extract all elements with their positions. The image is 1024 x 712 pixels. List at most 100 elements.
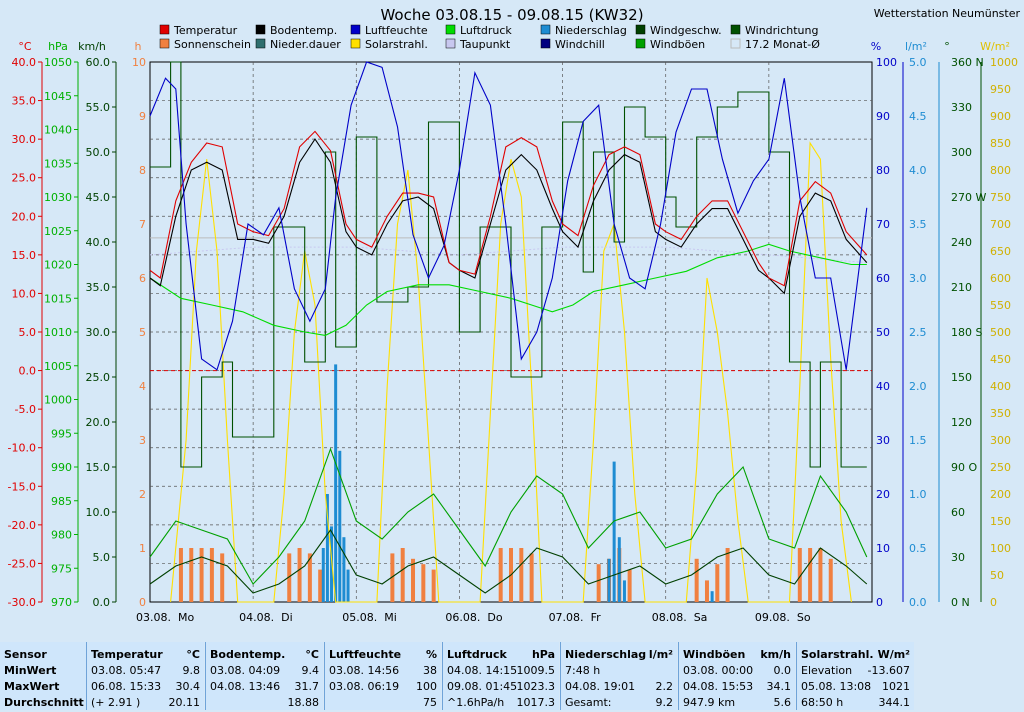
stats-cell-label: 03.08. 00:00 bbox=[683, 664, 754, 677]
solar-tick-label: 900 bbox=[990, 110, 1011, 123]
humidity-tick-label: 70 bbox=[876, 218, 890, 231]
stats-cell-label: Solarstrahl. bbox=[801, 648, 874, 661]
legend-swatch bbox=[730, 24, 741, 35]
axis-unit: l/m² bbox=[905, 40, 927, 53]
hours-tick-label: 3 bbox=[139, 434, 146, 447]
stats-column: Windböen km/h 03.08. 00:00 0.0 04.08. 15:53 3… bbox=[678, 642, 795, 710]
pressure-tick-label: 995 bbox=[51, 427, 72, 440]
axes: °C hPa km/h h% l/m² ° W/m²40.035.030.025.020.0… bbox=[8, 40, 1018, 609]
x-weekday-label: Do bbox=[487, 611, 502, 624]
stats-cell: ^1.6hPa/h 1017.3 bbox=[447, 696, 555, 712]
sunshine-bar bbox=[627, 569, 632, 602]
temp-tick-label: 25.0 bbox=[12, 172, 37, 185]
hours-tick-label: 9 bbox=[139, 110, 146, 123]
stats-cell-label: 03.08. 06:19 bbox=[329, 680, 400, 693]
sunshine-bar bbox=[818, 548, 823, 602]
stats-cell-value: 30.4 bbox=[175, 680, 201, 693]
stats-cell: 04.08. 19:01 2.2 bbox=[565, 680, 673, 696]
solar-tick-label: 1000 bbox=[990, 56, 1018, 69]
humidity-tick-label: 60 bbox=[876, 272, 890, 285]
x-day-label: 06.08. bbox=[445, 611, 480, 624]
rain-tick-label: 2.5 bbox=[909, 326, 927, 339]
stats-cell-label: 03.08. 14:56 bbox=[329, 664, 400, 677]
stats-cell: 06.08. 15:33 30.4 bbox=[91, 680, 200, 696]
direction-tick-label: 300 bbox=[951, 146, 972, 159]
direction-tick-label: 360 N bbox=[951, 56, 984, 69]
stats-cell-label: ^1.6hPa/h bbox=[447, 696, 505, 709]
legend-swatch bbox=[635, 38, 646, 49]
hours-tick-label: 4 bbox=[139, 380, 146, 393]
legend-swatch bbox=[350, 24, 361, 35]
stats-cell: Gesamt: 9.2 bbox=[565, 696, 673, 712]
stats-cell: 03.08. 05:47 9.8 bbox=[91, 664, 200, 680]
wind-tick-label: 0.0 bbox=[93, 596, 111, 609]
direction-tick-label: 240 bbox=[951, 236, 972, 249]
legend-label: Sonnenschein bbox=[174, 38, 251, 51]
sunshine-bar bbox=[596, 564, 601, 602]
sunshine-bar bbox=[808, 548, 813, 602]
pressure-tick-label: 1035 bbox=[44, 157, 72, 170]
legend-label: 17.2 Monat-Ø bbox=[745, 38, 820, 51]
sunshine-bar bbox=[209, 548, 214, 602]
legend-swatch bbox=[540, 38, 551, 49]
stats-row-labels: Sensor MinWert MaxWert Durchschnitt bbox=[0, 642, 86, 710]
legend-label: Luftfeuchte bbox=[365, 24, 428, 37]
direction-tick-label: 30 bbox=[951, 551, 965, 564]
stats-cell-value: 38 bbox=[423, 664, 437, 677]
legend-label: Bodentemp. bbox=[270, 24, 337, 37]
axis-unit: h bbox=[135, 40, 142, 53]
temp-tick-label: -20.0 bbox=[8, 519, 36, 532]
stats-cell: Solarstrahl. W/m² bbox=[801, 648, 910, 664]
rain-tick-label: 4.0 bbox=[909, 164, 927, 177]
rain-tick-label: 0.5 bbox=[909, 542, 927, 555]
legend-label: Luftdruck bbox=[460, 24, 512, 37]
axis-unit: hPa bbox=[48, 40, 68, 53]
stats-cell-label: Luftdruck bbox=[447, 648, 507, 661]
sunshine-bar bbox=[199, 548, 204, 602]
chart-title: Woche 03.08.15 - 09.08.15 (KW32) bbox=[380, 6, 643, 24]
sunshine-bar bbox=[411, 558, 416, 602]
direction-tick-label: 180 S bbox=[951, 326, 982, 339]
direction-tick-label: 270 W bbox=[951, 191, 986, 204]
x-day-label: 05.08. bbox=[342, 611, 377, 624]
rain-bar bbox=[342, 537, 346, 602]
legend-label: Windgeschw. bbox=[650, 24, 722, 37]
series-luftdruck bbox=[149, 243, 867, 336]
rain-bar bbox=[617, 537, 621, 602]
rain-tick-label: 0.0 bbox=[909, 596, 927, 609]
weather-chart: Woche 03.08.15 - 09.08.15 (KW32) Wetters… bbox=[8, 6, 1021, 624]
stats-column: Solarstrahl. W/m² Elevation -13.607 05.08. 1… bbox=[796, 642, 914, 710]
humidity-tick-label: 10 bbox=[876, 542, 890, 555]
stats-cell-value: hPa bbox=[531, 648, 555, 661]
stats-cell-label: Windböen bbox=[683, 648, 746, 661]
stats-cell: 68:50 h 344.1 bbox=[801, 696, 910, 712]
stats-cell: 947.9 km 5.6 bbox=[683, 696, 791, 712]
pressure-tick-label: 1050 bbox=[44, 56, 72, 69]
legend-label: Solarstrahl. bbox=[365, 38, 428, 51]
rain-bar bbox=[710, 591, 714, 602]
stats-cell: (+ 2.91 ) 20.11 bbox=[91, 696, 200, 712]
series-luftfeuchte bbox=[149, 61, 868, 371]
rain-bar bbox=[325, 494, 329, 602]
pressure-tick-label: 975 bbox=[51, 562, 72, 575]
sunshine-bar bbox=[220, 553, 225, 602]
stats-cell: 75 bbox=[329, 696, 437, 712]
direction-tick-label: 210 bbox=[951, 281, 972, 294]
solar-tick-label: 100 bbox=[990, 542, 1011, 555]
humidity-tick-label: 40 bbox=[876, 380, 890, 393]
stats-cell-value: 0.0 bbox=[773, 664, 792, 677]
sunshine-bar bbox=[307, 553, 312, 602]
humidity-tick-label: 100 bbox=[876, 56, 897, 69]
x-weekday-label: Fr bbox=[591, 611, 602, 624]
stats-cell: Luftdruck hPa bbox=[447, 648, 555, 664]
sunshine-bar bbox=[287, 553, 292, 602]
stats-cell-label: 04.08. 15:53 bbox=[683, 680, 754, 693]
stats-cell: 03.08. 04:09 9.4 bbox=[210, 664, 319, 680]
solar-tick-label: 750 bbox=[990, 191, 1011, 204]
stats-cell-label: 04.08. 14:15 bbox=[447, 664, 518, 677]
legend-label: Temperatur bbox=[173, 24, 238, 37]
stats-cell-label: Luftfeuchte bbox=[329, 648, 402, 661]
stats-cell-value: 31.7 bbox=[294, 680, 320, 693]
stats-row-label: MaxWert bbox=[4, 680, 60, 693]
stats-cell-value: % bbox=[425, 648, 437, 661]
